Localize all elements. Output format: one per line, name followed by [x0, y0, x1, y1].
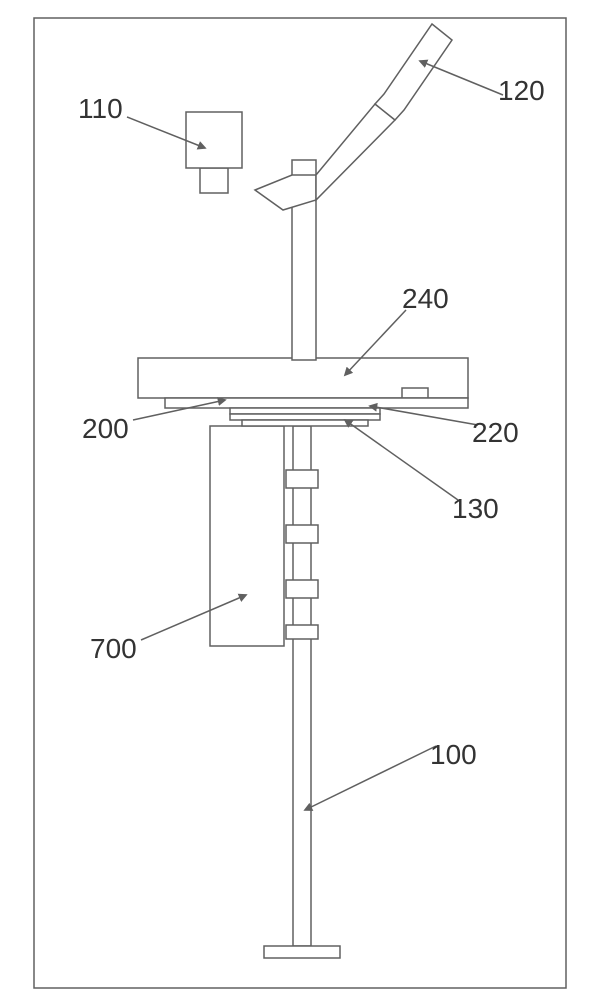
box-110 — [186, 112, 242, 168]
main-shaft — [293, 426, 311, 946]
base-plate — [264, 946, 340, 958]
label-240: 240 — [402, 283, 449, 314]
label-200: 200 — [82, 413, 129, 444]
label-220: 220 — [472, 417, 519, 448]
label-100: 100 — [430, 739, 477, 770]
label-120: 120 — [498, 75, 545, 106]
platform-step — [402, 388, 428, 398]
plate-2 — [230, 414, 380, 420]
collar-1 — [286, 470, 318, 488]
collar-2 — [286, 525, 318, 543]
box-110-stem — [200, 168, 228, 193]
plate-1 — [230, 408, 380, 414]
label-130: 130 — [452, 493, 499, 524]
label-110: 110 — [78, 93, 123, 124]
collar-3 — [286, 580, 318, 598]
label-700: 700 — [90, 633, 137, 664]
side-box-700 — [210, 426, 284, 646]
collar-4 — [286, 625, 318, 639]
